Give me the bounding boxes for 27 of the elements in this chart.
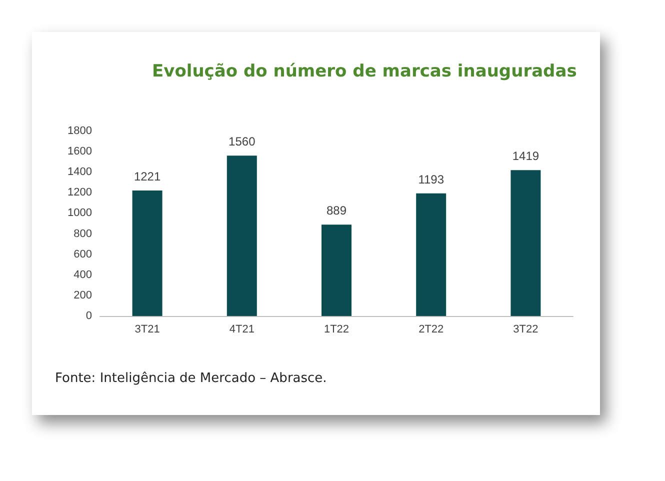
- data-label: 1221: [134, 170, 161, 184]
- bar: [416, 193, 446, 316]
- y-tick-label: 1000: [68, 207, 92, 220]
- data-label: 1419: [512, 149, 540, 164]
- y-tick-label: 0: [86, 310, 92, 322]
- y-tick-label: 1800: [68, 125, 92, 137]
- y-tick-label: 200: [74, 289, 92, 302]
- y-tick-label: 600: [74, 248, 92, 260]
- data-label: 1560: [228, 134, 256, 149]
- bar: [132, 190, 162, 316]
- x-tick-label: 3T22: [513, 324, 538, 336]
- data-label: 1193: [418, 172, 444, 186]
- bar: [510, 170, 541, 316]
- y-tick-label: 1600: [68, 146, 92, 158]
- x-tick-label: 4T21: [229, 324, 254, 336]
- data-label: 889: [326, 204, 347, 218]
- x-tick-label: 2T22: [418, 324, 444, 336]
- y-tick-label: 1400: [68, 166, 92, 178]
- chart-title: Evolução do número de marcas inauguradas: [152, 62, 577, 82]
- y-tick-label: 1200: [68, 186, 92, 199]
- source-note: Fonte: Inteligência de Mercado – Abrasce.: [55, 371, 327, 386]
- bar: [226, 156, 257, 316]
- y-tick-label: 800: [74, 228, 92, 240]
- y-tick-label: 400: [74, 268, 92, 281]
- x-tick-label: 1T22: [324, 324, 350, 336]
- x-tick-label: 3T21: [134, 324, 160, 336]
- bar: [322, 224, 352, 316]
